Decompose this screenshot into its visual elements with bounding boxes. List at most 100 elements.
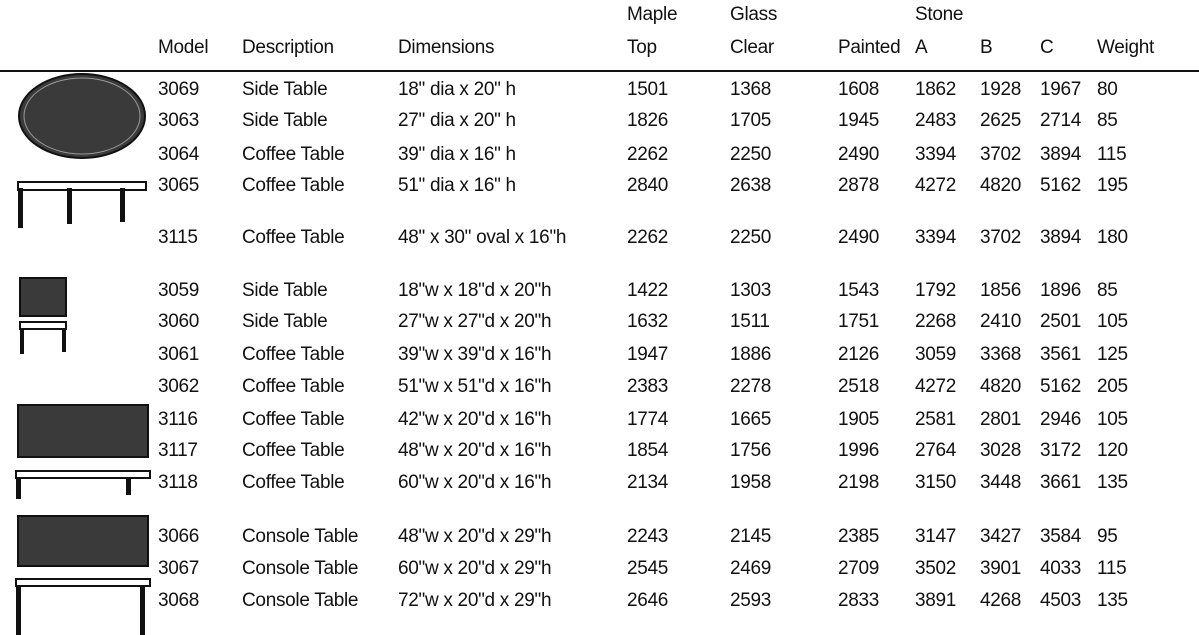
table-cell: 3063 [158,110,200,131]
table-cell: 2840 [627,175,669,196]
column-header: Clear [730,37,774,58]
table-cell: 5162 [1040,175,1082,196]
table-cell: 1854 [627,440,669,461]
table-cell: 3059 [915,344,957,365]
table-cell: 2501 [1040,311,1082,332]
table-cell: 2490 [838,144,880,165]
table-cell: 27"w x 27"d x 20"h [398,311,552,332]
table-cell: 2646 [627,590,669,611]
table-cell: 1856 [980,280,1022,301]
table-cell: Coffee Table [242,440,345,461]
table-cell: 3368 [980,344,1022,365]
table-cell: 1501 [627,79,669,100]
table-cell: 1422 [627,280,669,301]
table-cell: 3894 [1040,227,1082,248]
table-cell: 1792 [915,280,957,301]
table-cell: 4503 [1040,590,1082,611]
table-cell: 1928 [980,79,1022,100]
table-cell: 3067 [158,558,200,579]
table-cell: 2625 [980,110,1022,131]
table-cell: 2198 [838,472,880,493]
table-cell: 4268 [980,590,1022,611]
column-header: Dimensions [398,37,495,58]
table-cell: Side Table [242,280,328,301]
table-cell: Coffee Table [242,409,345,430]
table-cell: 85 [1097,110,1118,131]
table-cell: 1665 [730,409,772,430]
table-cell: 3115 [158,227,198,248]
product-icons [15,73,151,635]
table-cell: 48"w x 20"d x 16"h [398,440,552,461]
table-cell: 4033 [1040,558,1082,579]
table-cell: 2383 [627,376,669,397]
table-cell: 18" dia x 20" h [398,79,516,100]
table-cell: Console Table [242,526,359,547]
table-cell: Coffee Table [242,144,345,165]
table-cell: 4272 [915,175,957,196]
table-cell: 1756 [730,440,772,461]
table-cell: Coffee Table [242,344,345,365]
table-cell: 120 [1097,440,1128,461]
table-cell: 3059 [158,280,200,301]
table-cell: Console Table [242,590,359,611]
table-cell: 1996 [838,440,880,461]
table-cell: 4820 [980,376,1022,397]
table-cell: 115 [1097,558,1127,579]
table-cell: 2709 [838,558,880,579]
table-cell: 2243 [627,526,669,547]
column-header: Painted [838,37,901,58]
table-cell: 195 [1097,175,1128,196]
table-cell: 105 [1097,311,1128,332]
column-header: A [915,37,928,58]
column-header: Model [158,37,209,58]
table-cell: 180 [1097,227,1128,248]
table-cell: 2134 [627,472,669,493]
table-cell: 3901 [980,558,1022,579]
table-cell: Coffee Table [242,175,345,196]
table-cell: 5162 [1040,376,1082,397]
table-cell: 1967 [1040,79,1082,100]
table-cell: 51"w x 51"d x 16"h [398,376,552,397]
table-cell: 115 [1097,144,1127,165]
table-cell: 2545 [627,558,669,579]
table-cell: 2250 [730,227,772,248]
table-cell: 2878 [838,175,880,196]
table-cell: 1862 [915,79,957,100]
table-cell: 1303 [730,280,772,301]
rectangle-table-icon [15,404,151,499]
square-table-icon [19,277,67,354]
table-cell: 3394 [915,144,957,165]
table-cell: 135 [1097,472,1128,493]
table-cell: 51" dia x 16" h [398,175,516,196]
table-cell: 27" dia x 20" h [398,110,516,131]
table-cell: 2385 [838,526,880,547]
table-cell: 2638 [730,175,772,196]
table-cell: 1368 [730,79,772,100]
table-cell: 3116 [158,409,198,430]
table-cell: Coffee Table [242,472,345,493]
table-cell: Coffee Table [242,227,345,248]
table-cell: 1751 [838,311,880,332]
table-cell: 2262 [627,144,669,165]
table-cell: 1886 [730,344,772,365]
table-cell: 3065 [158,175,200,196]
table-cell: 105 [1097,409,1128,430]
table-cell: 2946 [1040,409,1082,430]
table-cell: 3891 [915,590,957,611]
table-cell: 60"w x 20"d x 29"h [398,558,552,579]
console-table-icon [15,515,151,635]
table-cell: 3069 [158,79,200,100]
table-cell: 135 [1097,590,1128,611]
table-cell: 3150 [915,472,957,493]
table-cell: 3661 [1040,472,1082,493]
table-cell: Coffee Table [242,376,345,397]
column-header: Weight [1097,37,1154,58]
table-cell: 3147 [915,526,957,547]
round-table-icon [17,73,147,228]
table-cell: 3064 [158,144,200,165]
table-cell: 1608 [838,79,880,100]
table-cell: 1896 [1040,280,1082,301]
table-cell: 95 [1097,526,1118,547]
table-cell: 1945 [838,110,880,131]
table-cell: 3448 [980,472,1022,493]
